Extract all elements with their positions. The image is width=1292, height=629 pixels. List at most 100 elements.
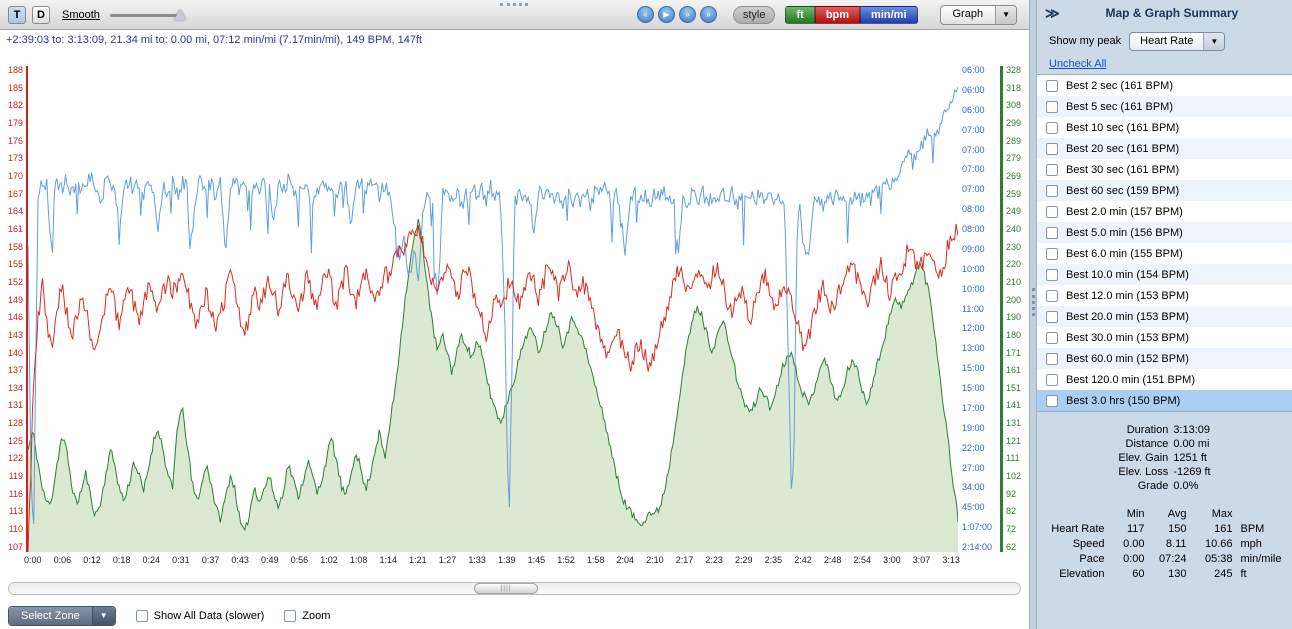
peak-checkbox[interactable] — [1046, 310, 1058, 323]
peak-row[interactable]: Best 5.0 min (156 BPM) — [1037, 222, 1292, 243]
uncheck-all-link[interactable]: Uncheck All — [1049, 58, 1107, 70]
play-button[interactable]: ▶ — [657, 6, 675, 23]
peak-checkbox[interactable] — [1046, 121, 1058, 134]
peak-checkbox[interactable] — [1046, 184, 1058, 197]
peak-checkbox[interactable] — [1046, 226, 1058, 239]
hr-tick-label: 155 — [7, 259, 23, 270]
peak-label: Best 20.0 min (153 BPM) — [1066, 310, 1189, 323]
peak-label: Best 120.0 min (151 BPM) — [1066, 373, 1196, 386]
time-axis-button[interactable]: T — [8, 5, 26, 24]
smooth-slider[interactable] — [109, 6, 186, 24]
stats-unit: BPM — [1240, 523, 1265, 535]
distance-axis-button[interactable]: D — [32, 5, 50, 24]
vertical-splitter-grip[interactable] — [1032, 288, 1035, 316]
skip-end-button[interactable]: » — [699, 6, 717, 23]
hr-tick-label: 107 — [7, 541, 23, 552]
peak-checkbox[interactable] — [1046, 268, 1058, 281]
elev-tick-label: 72 — [1006, 524, 1017, 535]
chart-horizontal-scrollbar[interactable]: |||| — [8, 582, 1021, 595]
peak-row[interactable]: Best 2 sec (161 BPM) — [1037, 75, 1292, 96]
smooth-label[interactable]: Smooth — [62, 8, 100, 21]
chart-svg[interactable] — [28, 66, 958, 552]
peak-checkbox[interactable] — [1046, 394, 1058, 407]
scrollbar-handle[interactable]: |||| — [474, 583, 539, 594]
elev-tick-label: 299 — [1006, 117, 1022, 128]
peak-checkbox[interactable] — [1046, 100, 1058, 113]
elev-tick-label: 141 — [1006, 400, 1022, 411]
time-tick-label: 1:27 — [438, 555, 457, 565]
chevron-down-icon[interactable]: ▼ — [995, 5, 1016, 24]
peak-row[interactable]: Best 60.0 min (152 BPM) — [1037, 348, 1292, 369]
peak-row[interactable]: Best 10 sec (161 BPM) — [1037, 117, 1292, 138]
skip-start-button[interactable]: « — [636, 6, 654, 23]
peak-type-dropdown[interactable]: Heart Rate ▼ — [1129, 31, 1226, 51]
elev-tick-label: 249 — [1006, 206, 1022, 217]
hr-tick-label: 149 — [7, 294, 23, 305]
peak-checkbox[interactable] — [1046, 163, 1058, 176]
smooth-slider-track[interactable] — [109, 13, 178, 17]
peak-row[interactable]: Best 30.0 min (153 BPM) — [1037, 327, 1292, 348]
elevation-toggle-button[interactable]: ft — [785, 5, 815, 24]
elev-tick-label: 240 — [1006, 223, 1022, 234]
hr-tick-label: 131 — [7, 400, 23, 411]
peak-checkbox[interactable] — [1046, 247, 1058, 260]
collapse-panel-icon[interactable]: ≫ — [1045, 4, 1060, 21]
summary-value: 0.0% — [1173, 480, 1199, 492]
time-tick-label: 0:56 — [290, 555, 309, 565]
peak-checkbox[interactable] — [1046, 352, 1058, 365]
peak-checkbox[interactable] — [1046, 205, 1058, 218]
pace-tick-label: 09:00 — [962, 243, 985, 254]
select-zone-dropdown[interactable]: Select Zone ▼ — [8, 606, 116, 626]
horizontal-splitter-grip[interactable] — [500, 3, 528, 6]
zoom-option[interactable]: Zoom — [284, 610, 330, 622]
peak-row[interactable]: Best 10.0 min (154 BPM) — [1037, 264, 1292, 285]
time-tick-label: 3:13 — [942, 555, 960, 565]
chevron-down-icon[interactable]: ▼ — [91, 607, 115, 625]
time-tick-label: 2:54 — [853, 555, 872, 565]
peak-row[interactable]: Best 5 sec (161 BPM) — [1037, 96, 1292, 117]
style-button[interactable]: style — [732, 5, 776, 24]
peak-row[interactable]: Best 2.0 min (157 BPM) — [1037, 201, 1292, 222]
activity-summary: Duration 3:13:09 Distance 0.00 mi Elev. Gain… — [1037, 412, 1292, 496]
peak-row[interactable]: Best 120.0 min (151 BPM) — [1037, 369, 1292, 390]
chart-plot[interactable] — [26, 66, 958, 552]
peak-checkbox[interactable] — [1046, 331, 1058, 344]
pace-tick-label: 07:00 — [962, 184, 985, 195]
show-my-peak-label: Show my peak — [1049, 35, 1122, 47]
pace-tick-label: 27:00 — [962, 462, 985, 473]
graph-type-dropdown[interactable]: Graph ▼ — [939, 4, 1017, 25]
peak-row[interactable]: Best 60 sec (159 BPM) — [1037, 180, 1292, 201]
zoom-checkbox[interactable] — [284, 610, 297, 622]
time-tick-label: 0:43 — [231, 555, 249, 565]
chevron-down-icon[interactable]: ▼ — [1203, 32, 1225, 50]
pace-toggle-button[interactable]: min/mi — [860, 5, 918, 24]
peak-checkbox[interactable] — [1046, 289, 1058, 302]
fast-forward-button[interactable]: » — [678, 6, 696, 23]
show-all-data-checkbox[interactable] — [135, 610, 148, 622]
peak-checkbox[interactable] — [1046, 79, 1058, 92]
peak-row[interactable]: Best 12.0 min (153 BPM) — [1037, 285, 1292, 306]
panel-splitter[interactable] — [1029, 0, 1037, 629]
peak-checkbox[interactable] — [1046, 142, 1058, 155]
peak-row[interactable]: Best 3.0 hrs (150 BPM) — [1037, 390, 1292, 411]
elevation-axis: 328 318 308 299 289 279 269 259 249 240 230 220 210 2… — [1003, 66, 1029, 552]
peak-checkbox[interactable] — [1046, 373, 1058, 386]
peak-row[interactable]: Best 30 sec (161 BPM) — [1037, 159, 1292, 180]
hr-tick-label: 182 — [7, 100, 23, 111]
peak-row[interactable]: Best 20 sec (161 BPM) — [1037, 138, 1292, 159]
time-tick-label: 1:52 — [557, 555, 575, 565]
elev-tick-label: 259 — [1006, 188, 1022, 199]
stats-max-value: 05:38 — [1204, 553, 1233, 565]
hr-tick-label: 173 — [7, 153, 23, 164]
peak-label: Best 60 sec (159 BPM) — [1066, 184, 1180, 197]
heart-rate-toggle-button[interactable]: bpm — [814, 5, 861, 24]
peak-row[interactable]: Best 6.0 min (155 BPM) — [1037, 243, 1292, 264]
smooth-slider-thumb[interactable] — [173, 8, 186, 20]
time-tick-label: 1:14 — [379, 555, 398, 565]
pace-tick-label: 15:00 — [962, 383, 985, 393]
show-all-data-option[interactable]: Show All Data (slower) — [135, 610, 264, 622]
peak-row[interactable]: Best 20.0 min (153 BPM) — [1037, 306, 1292, 327]
hr-tick-label: 158 — [7, 241, 23, 252]
summary-value: 0.00 mi — [1173, 438, 1210, 450]
